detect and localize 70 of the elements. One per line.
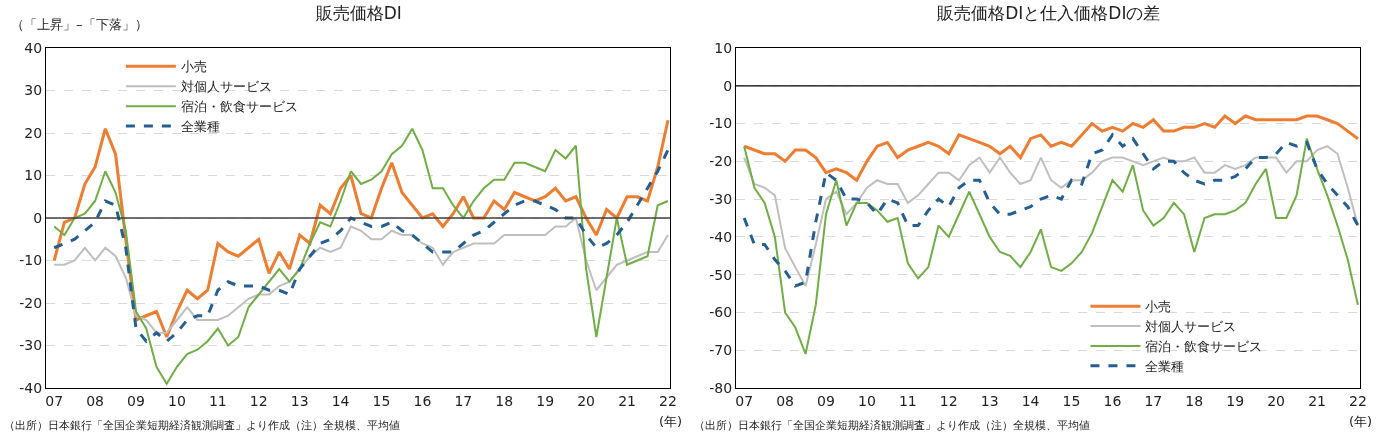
legend-label: 対個人サービス	[1145, 319, 1237, 335]
legend-label: 小売	[1145, 299, 1172, 315]
y-tick-label: 10	[24, 167, 43, 184]
x-tick-label: 14	[1021, 392, 1040, 409]
y-tick-label: 20	[24, 124, 43, 141]
chart-title: 販売価格DI	[315, 2, 402, 23]
legend-label: 全業種	[180, 119, 220, 135]
line-series	[742, 114, 1360, 182]
x-tick-label: 20	[577, 392, 596, 409]
x-tick-label: 13	[980, 392, 999, 409]
y-tick-label: -60	[709, 304, 733, 321]
x-tick-label: 08	[86, 392, 105, 409]
x-tick-label: 11	[208, 392, 227, 409]
x-axis-title: (年)	[659, 414, 683, 429]
y-tick-label: -30	[19, 337, 43, 354]
x-tick-label: 21	[618, 392, 636, 409]
legend-label: 全業種	[1145, 358, 1185, 374]
chart-title: 販売価格DIと仕入価格DIの差	[937, 2, 1161, 23]
text: （出所）日本銀行「全国企業短期経済観測調査」より作成（注）全規模、平均値	[694, 419, 1090, 431]
x-tick-label: 12	[249, 392, 268, 409]
x-tick-label: 18	[495, 392, 514, 409]
legend-label: 宿泊・飲食サービス	[1145, 339, 1263, 355]
legend-label: 宿泊・飲食サービス	[180, 99, 298, 115]
x-tick-label: 17	[454, 392, 473, 409]
y-tick-label: -40	[19, 379, 43, 396]
y-tick-label: -20	[709, 153, 733, 170]
y-tick-label: -10	[19, 252, 43, 269]
y-tick-label: -80	[709, 379, 733, 396]
x-tick-label: 16	[413, 392, 432, 409]
x-tick-label: 17	[1144, 392, 1163, 409]
x-tick-label: 20	[1267, 392, 1286, 409]
x-tick-label: 19	[536, 392, 555, 409]
y-tick-label: -70	[709, 342, 733, 359]
x-tick-label: 15	[372, 392, 391, 409]
y-tick-label: 10	[714, 39, 733, 56]
x-axis-title: (年)	[1349, 414, 1373, 429]
x-tick-label: 21	[1308, 392, 1326, 409]
x-tick-label: 11	[898, 392, 917, 409]
x-tick-label: 09	[817, 392, 835, 409]
y-tick-label: -20	[19, 294, 43, 311]
x-tick-label: 09	[127, 392, 145, 409]
y-tick-label: 0	[723, 77, 733, 94]
y-tick-label: -40	[709, 228, 733, 245]
x-tick-label: 22	[659, 392, 677, 409]
x-tick-label: 13	[290, 392, 309, 409]
x-tick-label: 15	[1062, 392, 1081, 409]
x-tick-label: 08	[776, 392, 795, 409]
y-tick-label: 30	[24, 82, 43, 99]
x-tick-label: 12	[939, 392, 958, 409]
x-tick-label: 10	[858, 392, 876, 409]
line-series	[743, 137, 1359, 355]
x-tick-label: 16	[1103, 392, 1122, 409]
y-tick-label: -30	[709, 191, 733, 208]
legend-label: 対個人サービス	[180, 79, 272, 95]
y-tick-label: -50	[709, 266, 733, 283]
line-series	[52, 148, 670, 343]
y-tick-label: 40	[24, 39, 43, 56]
text: （出所）日本銀行「全国企業短期経済観測調査」より作成（注）全規模、平均値	[4, 419, 400, 431]
line-series	[53, 217, 669, 334]
y-tick-label: 0	[33, 209, 43, 226]
y-tick-label: -10	[709, 115, 733, 132]
x-tick-label: 14	[331, 392, 350, 409]
x-tick-label: 07	[735, 392, 754, 409]
x-tick-label: 07	[45, 392, 64, 409]
x-tick-label: 18	[1185, 392, 1204, 409]
x-tick-label: 10	[168, 392, 186, 409]
x-tick-label: 22	[1349, 392, 1367, 409]
legend-label: 小売	[180, 59, 207, 75]
x-tick-label: 19	[1226, 392, 1245, 409]
y-axis-title: （「上昇」–「下落」）	[11, 17, 148, 32]
